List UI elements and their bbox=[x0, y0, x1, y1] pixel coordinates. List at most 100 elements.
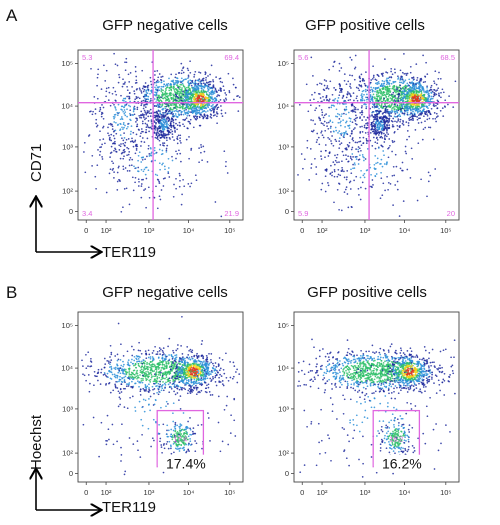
event-dot bbox=[382, 72, 384, 75]
event-dot bbox=[360, 94, 363, 97]
event-dot bbox=[391, 124, 394, 126]
event-dot bbox=[393, 68, 396, 71]
event-dot bbox=[146, 86, 149, 89]
event-dot bbox=[232, 375, 235, 378]
event-dot bbox=[408, 117, 410, 120]
event-dot bbox=[407, 122, 410, 124]
event-dot bbox=[364, 187, 367, 190]
event-dot bbox=[212, 364, 215, 367]
event-dot bbox=[338, 113, 341, 116]
event-dot bbox=[229, 376, 232, 379]
event-dot bbox=[331, 171, 334, 174]
event-dot bbox=[407, 124, 410, 127]
event-dot bbox=[444, 106, 446, 108]
event-dot bbox=[116, 180, 119, 183]
event-dot bbox=[307, 110, 310, 113]
event-dot bbox=[117, 371, 120, 374]
event-dot bbox=[140, 156, 143, 159]
event-dot bbox=[128, 159, 131, 161]
event-dot bbox=[378, 116, 381, 119]
event-dot bbox=[118, 111, 120, 114]
event-dot bbox=[401, 99, 404, 102]
event-dot bbox=[128, 373, 131, 376]
flow-plot-a-gfp-positive: 0 0 10² 10² 10³ 10³ 10⁴ 10⁴ 10⁵ 10⁵ 5.6 68.5 5.9 20 bbox=[268, 44, 468, 249]
event-dot bbox=[419, 109, 422, 112]
event-dot bbox=[391, 73, 394, 76]
event-dot bbox=[413, 88, 416, 91]
event-dot bbox=[168, 89, 171, 92]
event-dot bbox=[380, 97, 383, 100]
event-dot bbox=[205, 97, 208, 99]
event-dot bbox=[87, 365, 89, 367]
event-dot bbox=[118, 179, 121, 181]
event-dot bbox=[343, 191, 346, 193]
event-dot bbox=[167, 104, 170, 107]
event-dot bbox=[374, 155, 377, 157]
event-dot bbox=[131, 137, 133, 140]
event-dot bbox=[379, 136, 382, 139]
event-dot bbox=[150, 89, 153, 92]
event-dot bbox=[180, 203, 183, 206]
event-dot bbox=[101, 104, 103, 106]
event-dot bbox=[362, 136, 365, 139]
event-dot bbox=[101, 156, 103, 158]
event-dot bbox=[347, 111, 350, 114]
event-dot bbox=[389, 91, 391, 94]
event-dot bbox=[347, 160, 350, 163]
event-dot bbox=[115, 132, 118, 135]
event-dot bbox=[333, 99, 336, 101]
event-dot bbox=[338, 161, 340, 163]
event-dot bbox=[147, 147, 150, 150]
event-dot bbox=[433, 91, 435, 94]
event-dot bbox=[384, 100, 387, 102]
event-dot bbox=[385, 71, 387, 73]
event-dot bbox=[186, 93, 188, 96]
event-dot bbox=[393, 110, 396, 113]
event-dot bbox=[158, 89, 161, 92]
event-dot bbox=[207, 104, 209, 107]
event-dot bbox=[218, 369, 221, 372]
event-dot bbox=[196, 108, 198, 111]
event-dot bbox=[379, 110, 381, 112]
event-dot bbox=[170, 97, 173, 99]
event-dot bbox=[119, 123, 122, 125]
event-dot bbox=[167, 345, 169, 348]
event-dot bbox=[433, 80, 435, 83]
event-dot bbox=[134, 181, 136, 184]
event-dot bbox=[122, 128, 124, 130]
event-dot bbox=[204, 107, 207, 109]
event-dot bbox=[161, 163, 163, 166]
event-dot bbox=[422, 105, 424, 108]
event-dot bbox=[140, 104, 143, 107]
event-dot bbox=[101, 143, 103, 146]
event-dot bbox=[155, 93, 158, 96]
event-dot bbox=[189, 122, 192, 125]
event-dot bbox=[142, 99, 145, 102]
event-dot bbox=[415, 85, 417, 88]
event-dot bbox=[176, 79, 178, 82]
y-tick-label: 10² bbox=[278, 187, 289, 196]
event-dot bbox=[387, 105, 390, 108]
event-dot bbox=[338, 62, 341, 65]
event-dot bbox=[420, 178, 422, 181]
event-dot bbox=[164, 177, 166, 179]
event-dot bbox=[349, 188, 352, 190]
event-dot bbox=[116, 171, 119, 174]
event-dot bbox=[425, 90, 427, 93]
event-dot bbox=[135, 75, 138, 78]
event-dot bbox=[435, 120, 437, 123]
event-dot bbox=[117, 123, 119, 126]
event-dot bbox=[169, 92, 172, 94]
event-dot bbox=[114, 90, 117, 93]
event-dot bbox=[387, 97, 389, 100]
event-dot bbox=[147, 115, 150, 118]
event-dot bbox=[378, 112, 380, 114]
event-dot bbox=[386, 93, 389, 96]
event-dot bbox=[378, 131, 381, 133]
event-dot bbox=[188, 114, 191, 117]
event-dot bbox=[406, 107, 409, 109]
event-dot bbox=[203, 150, 206, 153]
event-dot bbox=[185, 92, 188, 94]
event-dot bbox=[324, 144, 327, 146]
event-dot bbox=[397, 119, 400, 122]
